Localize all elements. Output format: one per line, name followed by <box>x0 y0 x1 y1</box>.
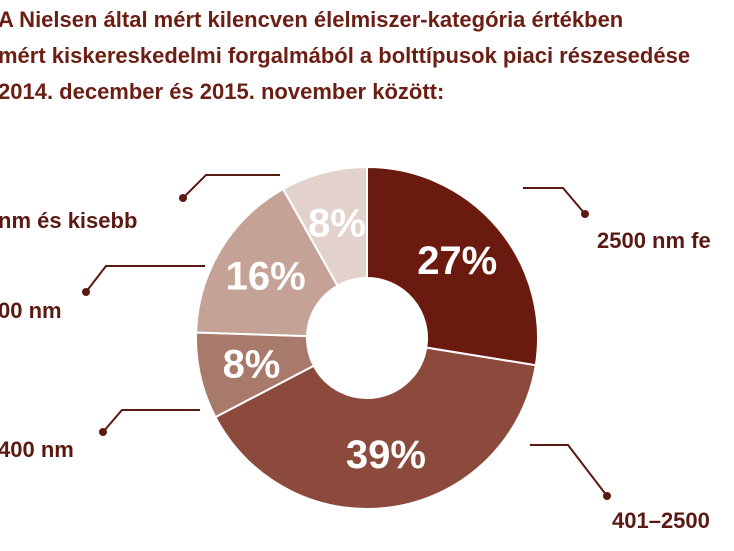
slice-2500-plus <box>366 165 539 367</box>
leader-line-smallest <box>182 174 280 199</box>
slice-401-2500 <box>214 346 537 510</box>
leader-line-00 <box>85 265 205 293</box>
leader-dot-2500-plus <box>581 210 589 218</box>
category-label-00: 00 nm <box>0 298 62 323</box>
slice-smallest <box>281 165 368 288</box>
value-label-2500-plus: 27% <box>417 239 497 283</box>
leader-dot-00 <box>82 288 90 296</box>
chart-title: A Nielsen által mért kilencven élelmisze… <box>0 2 734 110</box>
leader-dot-smallest <box>179 194 187 202</box>
category-label-smallest: nm és kisebb <box>0 208 138 233</box>
slice-00 <box>195 187 339 338</box>
leader-dot-400 <box>99 428 107 436</box>
title-line-1: A Nielsen által mért kilencven élelmisze… <box>0 7 624 32</box>
title-line-3: 2014. december és 2015. november között: <box>0 79 445 104</box>
category-label-400: 400 nm <box>0 437 74 462</box>
leader-dot-401-2500 <box>603 492 611 500</box>
leader-line-401-2500 <box>530 444 608 497</box>
leader-line-400 <box>102 409 200 433</box>
value-label-00: 16% <box>226 255 306 299</box>
value-label-400: 8% <box>223 342 281 386</box>
value-label-smallest: 8% <box>308 201 366 245</box>
category-label-2500-plus: 2500 nm fe <box>597 228 711 253</box>
category-label-401-2500: 401–2500 <box>612 508 710 533</box>
title-line-2: mért kiskereskedelmi forgalmából a boltt… <box>0 43 691 68</box>
value-label-401-2500: 39% <box>346 433 426 477</box>
leader-line-2500-plus <box>523 187 586 215</box>
